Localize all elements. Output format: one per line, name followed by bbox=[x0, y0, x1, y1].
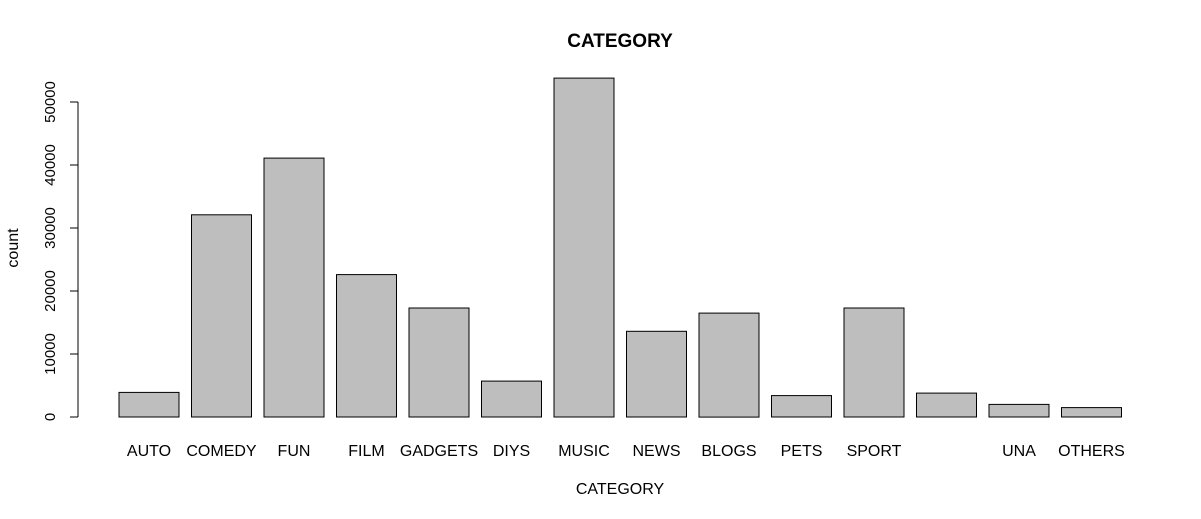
x-tick-label: FILM bbox=[348, 443, 384, 460]
bar-fun bbox=[263, 157, 325, 418]
x-tick-label: UNA bbox=[1002, 443, 1036, 460]
y-tick-label: 40000 bbox=[42, 144, 59, 186]
y-tick-label: 20000 bbox=[42, 270, 59, 312]
x-tick-label: FUN bbox=[278, 443, 311, 460]
y-tick-label: 10000 bbox=[42, 333, 59, 375]
y-tick-label: 30000 bbox=[42, 207, 59, 249]
bar-diys bbox=[481, 380, 542, 418]
bar-auto bbox=[118, 391, 180, 418]
bar-pets bbox=[771, 395, 832, 418]
y-axis: 0 10000 20000 30000 40000 50000 bbox=[42, 81, 79, 421]
x-tick-label: SPORT bbox=[847, 443, 902, 460]
bar-comedy bbox=[191, 214, 252, 418]
bar-blogs bbox=[698, 312, 760, 418]
y-tick-label: 50000 bbox=[42, 81, 59, 123]
bar-film bbox=[336, 274, 397, 418]
x-tick-label: COMEDY bbox=[186, 443, 257, 460]
bar-una bbox=[988, 403, 1050, 418]
x-tick-label: NEWS bbox=[633, 443, 681, 460]
x-tick-label: AUTO bbox=[127, 443, 171, 460]
x-tick-label: GADGETS bbox=[400, 443, 478, 460]
x-tick-label: MUSIC bbox=[558, 443, 610, 460]
bars-group bbox=[118, 77, 1122, 418]
y-tick-label: 0 bbox=[42, 413, 59, 421]
x-tick-label: DIYS bbox=[493, 443, 530, 460]
x-tick-label: OTHERS bbox=[1058, 443, 1125, 460]
x-axis-labels: AUTO COMEDY FUN FILM GADGETS DIYS MUSIC NEWS BLO… bbox=[127, 443, 1125, 460]
x-tick-label: BLOGS bbox=[701, 443, 756, 460]
x-tick-label: PETS bbox=[781, 443, 823, 460]
bar-music bbox=[553, 77, 615, 418]
y-axis-title: count bbox=[5, 228, 22, 268]
bar-others bbox=[1061, 407, 1122, 418]
chart-title: CATEGORY bbox=[567, 31, 673, 52]
bar-news bbox=[626, 330, 687, 418]
bar-unlabeled bbox=[916, 392, 977, 418]
x-axis-title: CATEGORY bbox=[576, 481, 665, 498]
bar-sport bbox=[843, 307, 905, 418]
bar-gadgets bbox=[408, 307, 470, 418]
